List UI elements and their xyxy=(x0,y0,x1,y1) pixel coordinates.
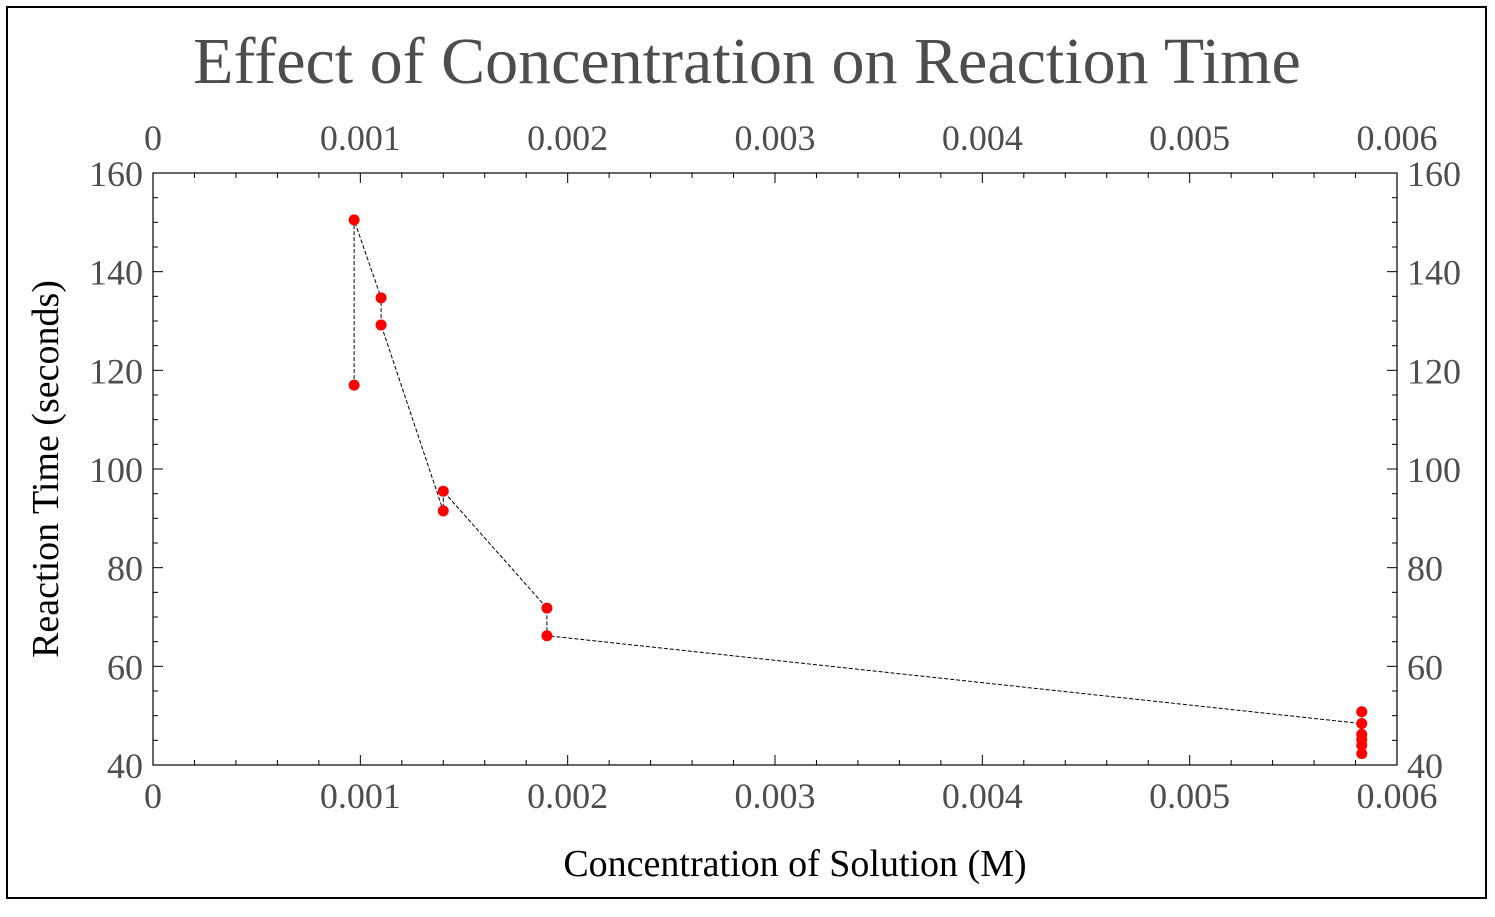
data-point xyxy=(348,214,360,226)
x-tick-label-bottom: 0.002 xyxy=(527,776,608,816)
x-tick-label-bottom: 0.001 xyxy=(320,776,401,816)
chart-title: Effect of Concentration on Reaction Time xyxy=(193,25,1301,98)
y-tick-label-right: 60 xyxy=(1407,647,1443,687)
y-tick-label-right: 160 xyxy=(1407,154,1461,194)
x-tick-label-top: 0.004 xyxy=(942,118,1023,158)
y-tick-label-left: 160 xyxy=(89,154,143,194)
chart-frame xyxy=(6,6,1487,899)
data-point xyxy=(375,319,387,331)
y-tick-label-right: 140 xyxy=(1407,253,1461,293)
data-point xyxy=(437,505,449,517)
x-tick-label-top: 0.003 xyxy=(735,118,816,158)
y-tick-label-right: 40 xyxy=(1407,746,1443,786)
y-tick-label-left: 80 xyxy=(107,549,143,589)
y-axis-label: Reaction Time (seconds) xyxy=(25,280,67,658)
data-point xyxy=(375,292,387,304)
x-tick-label-top: 0.005 xyxy=(1149,118,1230,158)
x-tick-label-top: 0.002 xyxy=(527,118,608,158)
series-line-layer xyxy=(353,219,1363,754)
x-tick-label-top: 0.001 xyxy=(320,118,401,158)
y-tick-label-left: 140 xyxy=(89,253,143,293)
data-point xyxy=(541,630,553,642)
y-tick-label-left: 120 xyxy=(89,351,143,391)
data-point xyxy=(1356,718,1368,730)
data-point xyxy=(1356,706,1368,718)
series-line xyxy=(353,219,1363,754)
data-point xyxy=(1356,728,1368,740)
y-tick-label-left: 40 xyxy=(107,746,143,786)
plot-area xyxy=(152,172,1398,766)
ticks-layer: 0 0 0.001 0.001 0.002 0.002 0.003 0.003 0.004 0.0… xyxy=(89,118,1461,816)
y-tick-label-right: 80 xyxy=(1407,549,1443,589)
y-tick-label-left: 100 xyxy=(89,450,143,490)
x-tick-label-bottom: 0.005 xyxy=(1149,776,1230,816)
y-tick-label-right: 100 xyxy=(1407,450,1461,490)
y-tick-label-right: 120 xyxy=(1407,351,1461,391)
x-tick-label-top: 0.006 xyxy=(1357,118,1438,158)
data-points-layer xyxy=(348,214,1368,760)
x-tick-label-bottom: 0 xyxy=(144,776,162,816)
x-tick-label-bottom: 0.003 xyxy=(735,776,816,816)
y-tick-label-left: 60 xyxy=(107,647,143,687)
x-tick-label-bottom: 0.004 xyxy=(942,776,1023,816)
data-point xyxy=(348,379,360,391)
x-tick-label-top: 0 xyxy=(144,118,162,158)
x-tick-label-bottom: 0.006 xyxy=(1357,776,1438,816)
data-point xyxy=(541,602,553,614)
data-point xyxy=(437,485,449,497)
data-point xyxy=(1356,748,1368,760)
x-axis-label: Concentration of Solution (M) xyxy=(563,843,1026,885)
